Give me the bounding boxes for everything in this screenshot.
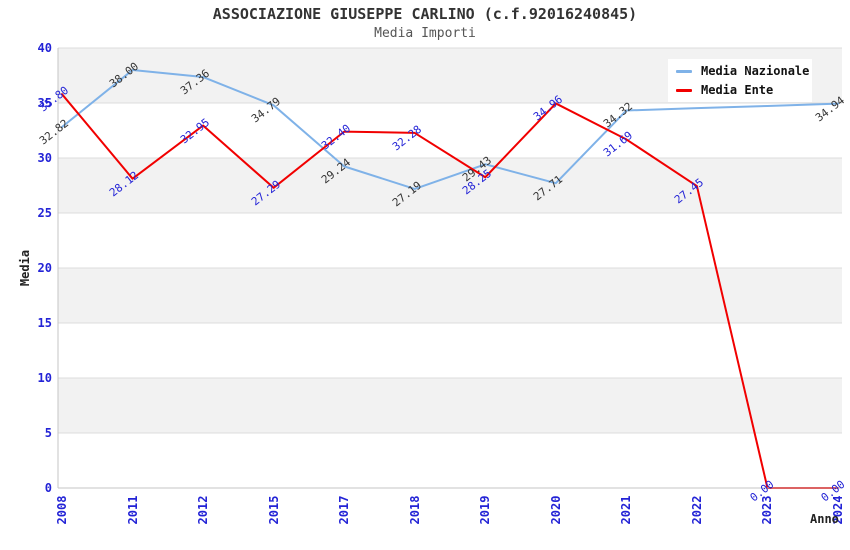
y-tick-label: 15: [37, 316, 52, 330]
plot-band: [58, 268, 842, 323]
series-line-media-ente: [61, 93, 839, 489]
x-tick-label: 2021: [619, 495, 634, 525]
series-line-media-nazionale: [61, 69, 839, 190]
plot-band: [58, 213, 842, 268]
x-axis-title: Anno: [810, 512, 839, 526]
plot-band: [58, 103, 842, 158]
x-tick-label: 2015: [266, 495, 281, 525]
legend-label-media-ente: Media Ente: [701, 83, 774, 97]
y-tick-label: 0: [44, 481, 52, 495]
chart-title: ASSOCIAZIONE GIUSEPPE CARLINO (c.f.92016…: [212, 5, 638, 23]
y-tick-label: 30: [37, 151, 52, 165]
x-tick-label: 2011: [125, 495, 140, 525]
x-tick-label: 2008: [55, 495, 69, 525]
x-tick-label: 2012: [196, 495, 211, 525]
chart-subtitle: Media Importi: [374, 26, 476, 41]
plot-band: [58, 433, 842, 488]
y-tick-label: 40: [37, 41, 52, 55]
y-tick-label: 5: [44, 426, 52, 440]
x-tick-label: 2019: [478, 495, 493, 525]
y-tick-label: 25: [37, 206, 52, 220]
legend-swatch-media-ente-icon: [676, 88, 692, 92]
y-axis-title: Media: [18, 249, 32, 287]
x-tick-label: 2020: [548, 495, 563, 525]
x-tick-label: 2022: [689, 495, 704, 525]
legend-swatch-media-nazionale-icon: [676, 69, 692, 73]
plot-band: [58, 158, 842, 213]
x-tick-label: 2017: [337, 495, 352, 525]
legend-item-media-ente: Media Ente: [676, 83, 812, 97]
x-tick-label: 2018: [407, 495, 422, 525]
plot-band: [58, 378, 842, 433]
y-tick-label: 35: [37, 96, 52, 110]
plot-band: [58, 323, 842, 378]
legend: Media Nazionale Media Ente: [668, 59, 812, 102]
y-tick-label: 10: [37, 371, 52, 385]
legend-item-media-nazionale: Media Nazionale: [676, 64, 812, 78]
legend-label-media-nazionale: Media Nazionale: [701, 64, 810, 78]
y-tick-label: 20: [37, 261, 52, 275]
